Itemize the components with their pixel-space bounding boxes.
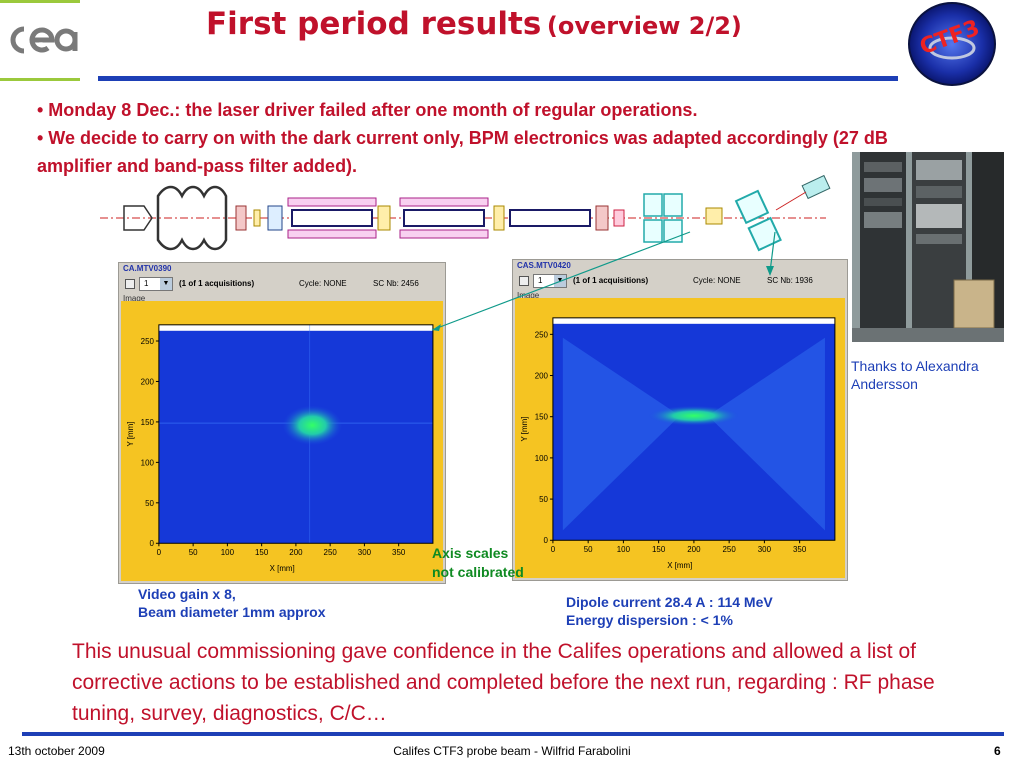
footer-date: 13th october 2009 [8, 744, 105, 758]
chevron-down-icon[interactable]: ▼ [160, 278, 172, 290]
camera-toolbar: 1 ▼ (1 of 1 acquisitions) Cycle: NONE SC… [515, 273, 845, 289]
acquisition-count: (1 of 1 acquisitions) [573, 276, 649, 285]
acquisition-select[interactable]: 1 ▼ [139, 277, 173, 291]
axis-note-line: Axis scales [432, 545, 509, 561]
caption-line: Dipole current 28.4 A : 114 MeV [566, 594, 773, 610]
print-icon[interactable] [125, 279, 135, 289]
camera-view-left: CA.MTV0390 1 ▼ (1 of 1 acquisitions) Cyc… [118, 262, 446, 584]
caption-right: Dipole current 28.4 A : 114 MeV Energy d… [566, 593, 773, 629]
y-tick-label: 200 [535, 371, 549, 380]
dispersion-cone [562, 337, 680, 531]
caption-line: Video gain x 8, [138, 586, 236, 602]
x-tick-label: 300 [758, 545, 772, 554]
x-axis-label: X [mm] [270, 564, 295, 573]
bullet-list: • Monday 8 Dec.: the laser driver failed… [37, 96, 917, 180]
x-tick-label: 50 [189, 548, 198, 557]
x-tick-label: 100 [617, 545, 631, 554]
chevron-down-icon[interactable]: ▼ [554, 275, 566, 287]
beam-image-plot: 0 50 100 150 200 250 300 350 0 50 100 150 200 250 X [m… [515, 298, 845, 578]
beam-spot [648, 405, 740, 426]
cea-logo-mark: cea [10, 26, 78, 54]
beamline-schematic [100, 174, 831, 252]
y-tick-label: 150 [535, 413, 549, 422]
cycle-status: Cycle: NONE [693, 276, 741, 285]
x-tick-label: 200 [289, 548, 303, 557]
camera-view-right: CAS.MTV0420 1 ▼ (1 of 1 acquisitions) Cy… [512, 259, 848, 581]
sc-number: SC Nb: 2456 [373, 279, 419, 288]
x-tick-label: 50 [584, 545, 593, 554]
y-tick-label: 150 [141, 418, 155, 427]
x-tick-label: 150 [652, 545, 666, 554]
plot-top-strip [158, 324, 433, 331]
x-tick-label: 250 [324, 548, 338, 557]
axis-note-line: not calibrated [432, 564, 524, 580]
acquisition-select-value: 1 [538, 276, 543, 285]
photo-credit: Thanks to Alexandra Andersson [851, 357, 979, 393]
beam-image-svg: 0 50 100 150 200 250 300 350 0 50 100 150 200 250 X [m… [126, 324, 434, 573]
acquisition-count: (1 of 1 acquisitions) [179, 279, 255, 288]
print-icon[interactable] [519, 276, 529, 286]
cycle-status: Cycle: NONE [299, 279, 347, 288]
beam-image-plot: 0 50 100 150 200 250 300 350 0 50 100 150 200 250 X [m… [121, 301, 443, 581]
x-tick-label: 0 [157, 548, 162, 557]
y-tick-label: 50 [145, 499, 154, 508]
caption-line: Energy dispersion : < 1% [566, 612, 733, 628]
acquisition-select[interactable]: 1 ▼ [533, 274, 567, 288]
footer-rule [22, 732, 1004, 736]
ctf3-logo: CTF3 [908, 2, 996, 86]
y-tick-label: 100 [141, 458, 155, 467]
y-tick-label: 250 [141, 337, 155, 346]
x-tick-label: 350 [793, 545, 807, 554]
photo-credit-line: Andersson [851, 376, 918, 392]
x-tick-label: 200 [687, 545, 701, 554]
bullet-item: • Monday 8 Dec.: the laser driver failed… [37, 100, 698, 120]
conclusion-text: This unusual commissioning gave confiden… [72, 640, 935, 725]
x-tick-label: 350 [392, 548, 406, 557]
dispersion-cone [708, 337, 825, 531]
plot-top-strip [552, 317, 835, 324]
title-rule [98, 76, 898, 81]
x-tick-label: 0 [551, 545, 556, 554]
caption-left: Video gain x 8, Beam diameter 1mm approx [138, 585, 326, 621]
logo-bar-bottom [0, 78, 80, 81]
acquisition-select-value: 1 [144, 279, 149, 288]
footer-title: Califes CTF3 probe beam - Wilfrid Farabo… [393, 744, 631, 758]
slide-title: First period results (overview 2/2) [206, 6, 742, 42]
camera-name: CAS.MTV0420 [517, 261, 571, 270]
beam-spot [282, 405, 343, 446]
x-axis-label: X [mm] [667, 561, 692, 570]
sc-number: SC Nb: 1936 [767, 276, 813, 285]
page-number: 6 [994, 744, 1001, 758]
x-tick-label: 250 [723, 545, 737, 554]
camera-toolbar: 1 ▼ (1 of 1 acquisitions) Cycle: NONE SC… [121, 276, 443, 292]
camera-name: CA.MTV0390 [123, 264, 172, 273]
bullet-item: • We decide to carry on with the dark cu… [37, 128, 888, 176]
y-tick-label: 250 [535, 330, 549, 339]
x-tick-label: 300 [358, 548, 372, 557]
caption-line: Beam diameter 1mm approx [138, 604, 326, 620]
y-axis-label: Y [mm] [126, 422, 135, 447]
cea-logo: cea [0, 0, 82, 82]
cea-logo-text: cea [39, 42, 43, 44]
title-main: First period results [206, 6, 542, 42]
y-tick-label: 100 [535, 454, 549, 463]
y-tick-label: 50 [539, 495, 548, 504]
equipment-photo [852, 152, 1004, 342]
y-axis-label: Y [mm] [520, 417, 529, 442]
image-label: Image [123, 294, 146, 303]
photo-rack-image [852, 152, 1004, 342]
y-tick-label: 200 [141, 377, 155, 386]
y-tick-label: 0 [544, 536, 549, 545]
y-tick-label: 0 [149, 539, 154, 548]
logo-bar-top [0, 0, 80, 3]
photo-credit-line: Thanks to Alexandra [851, 358, 979, 374]
x-tick-label: 150 [255, 548, 269, 557]
axis-calibration-note: Axis scales not calibrated [432, 544, 524, 582]
title-sub: (overview 2/2) [546, 12, 742, 40]
beam-image-svg: 0 50 100 150 200 250 300 350 0 50 100 150 200 250 X [m… [520, 317, 836, 570]
x-tick-label: 100 [221, 548, 235, 557]
